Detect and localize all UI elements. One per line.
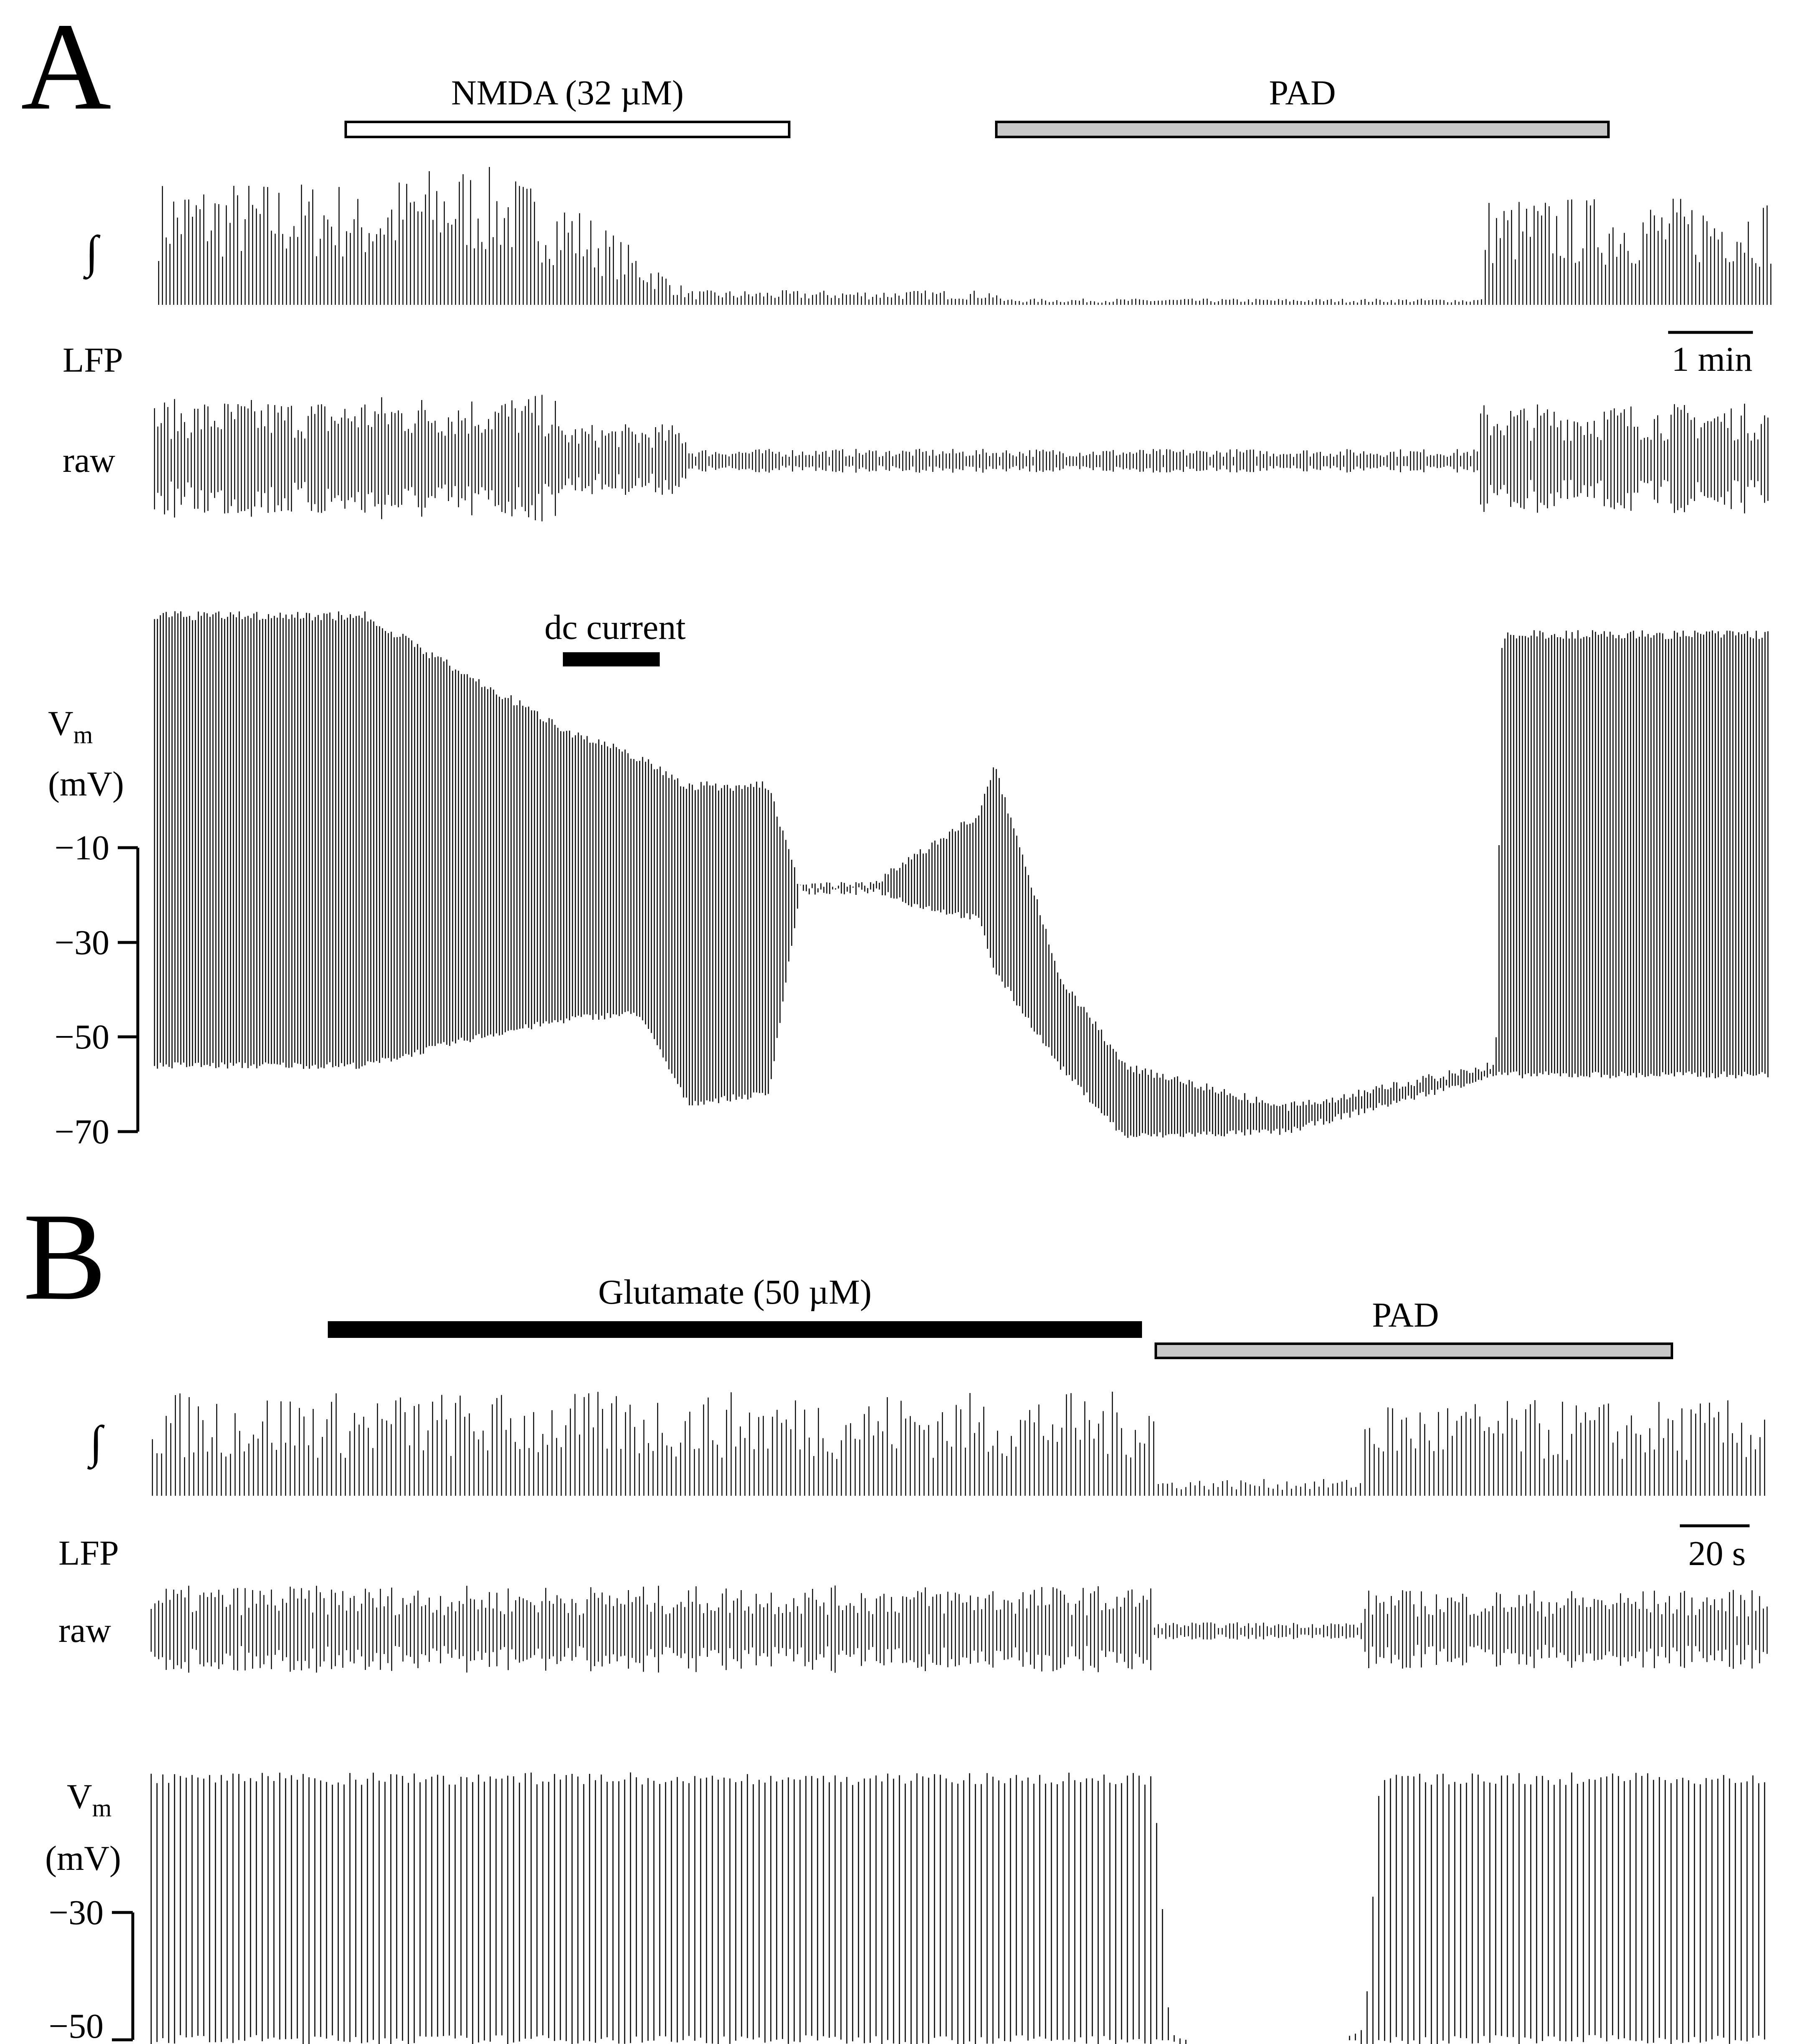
pad-bar-a-label: PAD [1269, 73, 1336, 112]
panel-b: B Glutamate (50 µM) PAD ∫ LFP raw 20 s V… [23, 1187, 1768, 2044]
raw-label-b: raw [58, 1611, 111, 1650]
vm-axis-b: −30 −50 [49, 1893, 134, 2044]
vm-trace-b [150, 1772, 1765, 2044]
integrated-label-b: ∫ [87, 1416, 105, 1470]
pad-bar-a [995, 121, 1610, 138]
vm-axis-b-tick-label: −50 [49, 2007, 104, 2044]
vm-label-a: Vm [48, 704, 93, 749]
dc-current-bar [563, 652, 660, 666]
vm-trace-a [154, 611, 1769, 1138]
panel-a-letter: A [21, 0, 111, 136]
integrated-trace-b [152, 1391, 1765, 1496]
pad-bar-b-label: PAD [1372, 1296, 1439, 1335]
lfp-raw-trace-a [154, 395, 1769, 522]
vm-axis-a-tick-label: −10 [55, 828, 109, 867]
pad-bar-b [1155, 1342, 1673, 1359]
glutamate-bar [328, 1321, 1142, 1338]
vm-label-b: Vm [67, 1777, 111, 1822]
lfp-raw-trace-b [150, 1586, 1768, 1673]
vm-unit-a: (mV) [48, 765, 124, 803]
integrated-trace-a [158, 167, 1772, 305]
vm-axis-a-tick-label: −30 [55, 923, 109, 962]
traces-b [150, 1391, 1768, 2044]
glutamate-bar-label: Glutamate (50 µM) [598, 1273, 872, 1312]
time-scale-bar-b-label: 20 s [1688, 1534, 1746, 1573]
vm-axis-b-tick-label: −30 [49, 1893, 104, 1932]
lfp-label-a: LFP [63, 341, 123, 380]
nmda-bar [344, 121, 790, 138]
panel-a: A NMDA (32 µM) PAD ∫ LFP raw 1 min dc cu… [21, 0, 1772, 1151]
traces-a [154, 167, 1772, 1138]
vm-axis-a-tick-label: −50 [55, 1018, 109, 1056]
vm-axis-a: −10 −30 −50 −70 [55, 828, 139, 1151]
vm-unit-b: (mV) [45, 1839, 121, 1878]
integrated-label-a: ∫ [83, 226, 101, 280]
dc-current-label: dc current [544, 608, 686, 647]
panel-b-letter: B [23, 1187, 106, 1326]
vm-axis-a-tick-label: −70 [55, 1112, 109, 1151]
lfp-label-b: LFP [58, 1534, 119, 1573]
raw-label-a: raw [63, 441, 115, 480]
time-scale-bar-a-label: 1 min [1671, 340, 1752, 379]
nmda-bar-label: NMDA (32 µM) [451, 73, 684, 112]
